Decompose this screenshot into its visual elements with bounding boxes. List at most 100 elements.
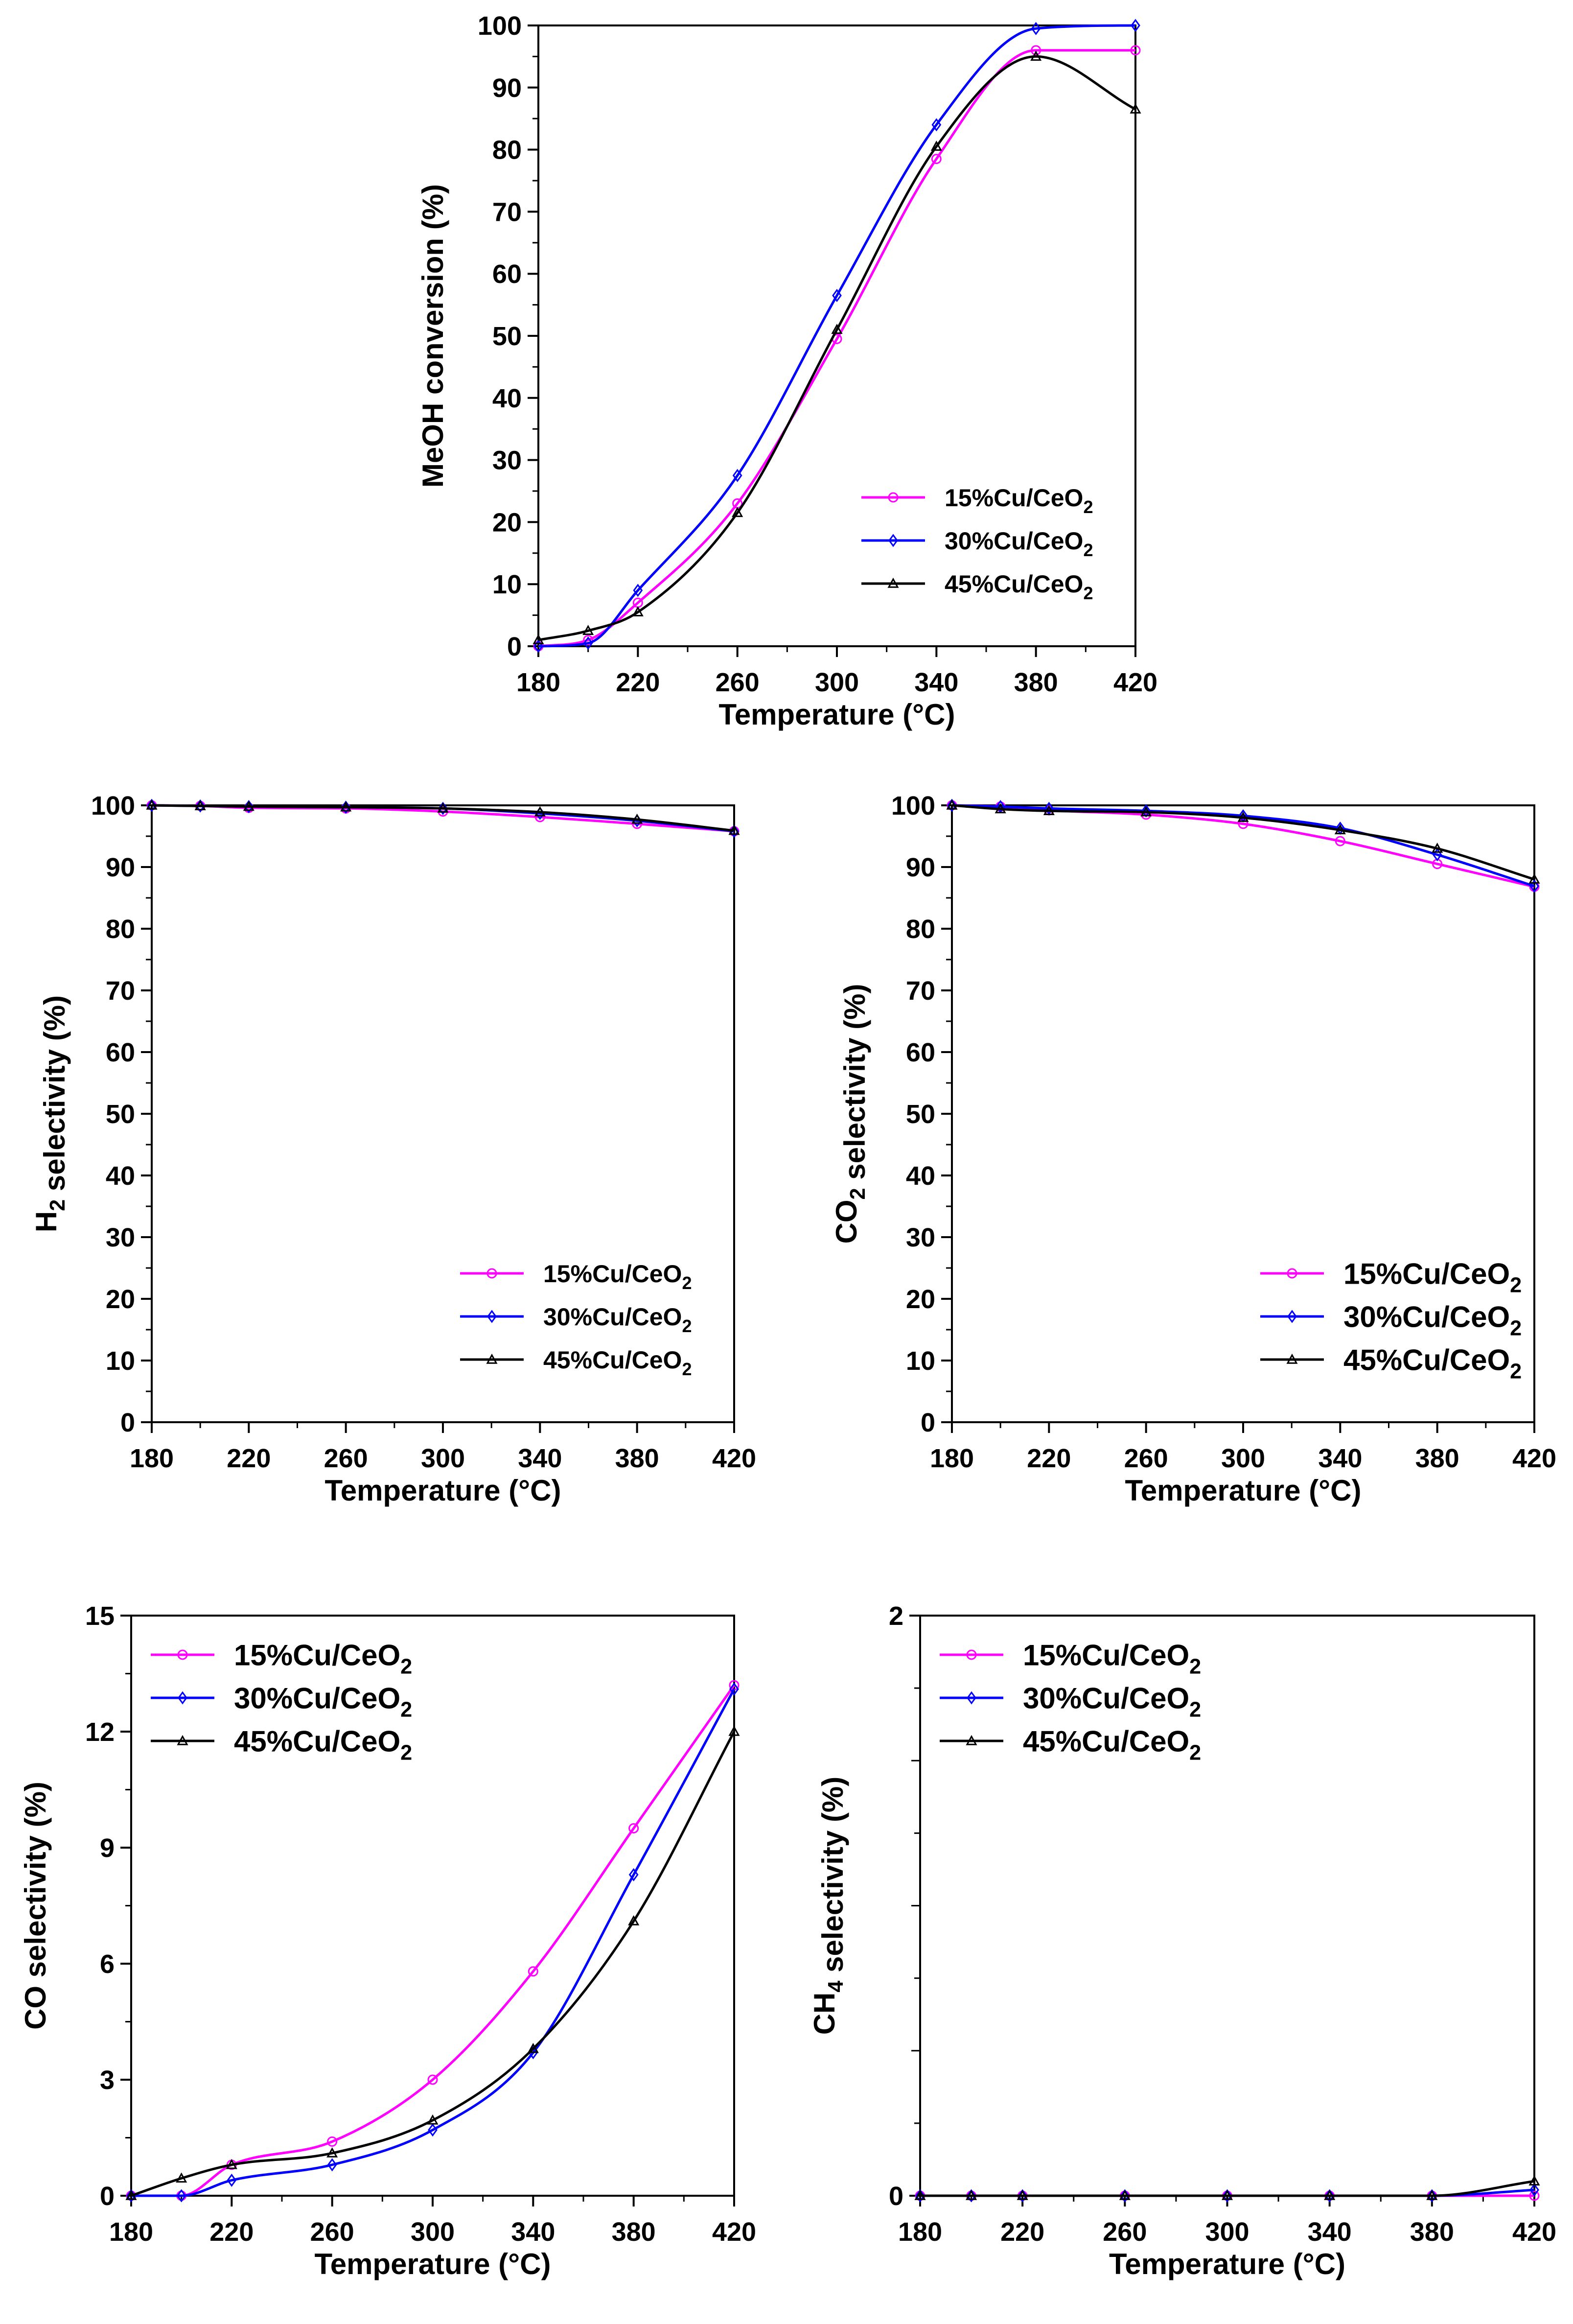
marker-diamond (931, 118, 942, 132)
y-tick-label: 50 (906, 1100, 935, 1129)
marker-triangle (930, 141, 942, 151)
marker-circle (628, 1823, 639, 1833)
marker-circle (1335, 836, 1345, 846)
x-tick-label: 420 (1512, 1444, 1556, 1473)
marker-triangle (831, 324, 843, 334)
series-s45 (146, 799, 740, 835)
series-line (131, 1731, 736, 2197)
y-tick-label: 20 (106, 1285, 135, 1314)
marker-triangle (1119, 2189, 1131, 2200)
x-tick-label: 380 (1410, 2217, 1454, 2247)
x-tick-label: 300 (421, 1444, 465, 1473)
marker-circle (1529, 2190, 1540, 2201)
y-tick-label: 20 (492, 508, 522, 537)
y-tick-label: 30 (906, 1223, 935, 1252)
legend-label: 45%Cu/CeO2 (234, 1725, 412, 1765)
legend-item-s15: 15%Cu/CeO2 (1260, 1258, 1522, 1297)
marker-diamond (1018, 2189, 1028, 2203)
series-s45 (532, 50, 1141, 645)
y-tick-label: 15 (85, 1601, 115, 1631)
marker-circle (486, 1268, 497, 1279)
x-tick-label: 340 (914, 668, 958, 697)
y-tick-label: 80 (906, 915, 935, 944)
marker-circle (888, 492, 899, 503)
series-line (952, 804, 1535, 881)
marker-diamond (176, 2189, 186, 2203)
series-s45 (914, 2175, 1540, 2200)
legend-item-s45: 45%Cu/CeO2 (861, 570, 1093, 603)
marker-diamond (1287, 1310, 1297, 1323)
legend: 15%Cu/CeO2 30%Cu/CeO2 45%Cu/CeO2 (460, 1260, 692, 1379)
marker-diamond (327, 2158, 337, 2172)
y-tick-label: 0 (120, 1408, 135, 1437)
marker-triangle (966, 1735, 977, 1745)
marker-circle (327, 2136, 338, 2147)
marker-triangle (1140, 806, 1152, 817)
chart-co: 180 220 260 300 340 380 420 0 3 6 9 12 15 Temperature… (19, 1601, 756, 2280)
x-tick-label: 260 (716, 668, 760, 697)
series-line (131, 1684, 736, 2197)
y-tick-label: 20 (906, 1285, 935, 1314)
x-tick-label: 340 (1308, 2217, 1352, 2247)
marker-circle (931, 154, 942, 164)
y-axis-label: CO2 selectivity (%) (830, 984, 871, 1244)
legend-label: 15%Cu/CeO2 (945, 484, 1093, 517)
marker-diamond (947, 798, 957, 812)
legend-item-s30: 30%Cu/CeO2 (460, 1303, 692, 1336)
marker-triangle (125, 2189, 137, 2200)
y-tick-label: 10 (106, 1346, 135, 1376)
y-tick-label: 100 (91, 791, 135, 821)
y-tick-label: 12 (85, 1717, 115, 1747)
y-axis-label: MeOH conversion (%) (416, 184, 449, 488)
legend-label: 30%Cu/CeO2 (234, 1682, 412, 1722)
series-line (538, 49, 1135, 648)
marker-circle (583, 634, 594, 645)
marker-triangle (427, 2114, 439, 2125)
marker-circle (1130, 45, 1141, 56)
legend-label: 15%Cu/CeO2 (1023, 1639, 1201, 1679)
legend-item-s45: 45%Cu/CeO2 (151, 1725, 412, 1765)
y-tick-label: 30 (492, 446, 522, 475)
y-tick-label: 0 (921, 1408, 935, 1437)
chart-meoh: 180 220 260 300 340 380 420 0 10 20 30 40 50 60 70 80 90… (416, 11, 1157, 731)
marker-diamond (732, 469, 742, 482)
y-tick-label: 90 (106, 853, 135, 882)
marker-triangle (532, 634, 544, 645)
marker-diamond (1222, 2189, 1232, 2203)
x-tick-label: 420 (1113, 668, 1157, 697)
marker-diamond (1427, 2189, 1437, 2203)
x-tick-label: 340 (511, 2217, 555, 2247)
marker-diamond (967, 1691, 976, 1705)
x-tick-label: 260 (310, 2217, 354, 2247)
y-tick-label: 70 (492, 197, 522, 227)
marker-diamond (633, 584, 643, 597)
marker-triangle (177, 1735, 188, 1745)
marker-diamond (1529, 879, 1539, 893)
legend-item-s30: 30%Cu/CeO2 (940, 1682, 1201, 1721)
legend-label: 45%Cu/CeO2 (1343, 1344, 1522, 1384)
marker-diamond (583, 636, 593, 650)
marker-triangle (534, 806, 546, 817)
marker-triangle (1017, 2189, 1028, 2200)
marker-diamond (966, 2189, 976, 2203)
legend-label: 30%Cu/CeO2 (1343, 1301, 1522, 1340)
x-axis-label: Temperature (°C) (719, 698, 955, 731)
x-tick-label: 300 (411, 2217, 455, 2247)
x-tick-label: 380 (1014, 668, 1058, 697)
legend-item-s45: 45%Cu/CeO2 (460, 1346, 692, 1379)
y-tick-label: 60 (906, 1038, 935, 1067)
y-tick-label: 0 (507, 632, 522, 661)
x-tick-label: 180 (516, 668, 560, 697)
marker-triangle (1221, 2189, 1233, 2200)
x-tick-label: 420 (712, 2217, 756, 2247)
chart-ch4: 180 220 260 300 340 380 420 0 2 Temperature (°C) C… (808, 1601, 1556, 2280)
marker-diamond (1529, 2183, 1539, 2197)
marker-diamond (832, 289, 842, 303)
marker-triangle (887, 577, 899, 588)
x-tick-label: 260 (324, 1444, 368, 1473)
marker-circle (528, 1966, 538, 1977)
x-axis-label: Temperature (°C) (1109, 2248, 1345, 2280)
marker-triangle (728, 1725, 740, 1736)
legend-item-s15: 15%Cu/CeO2 (940, 1639, 1201, 1679)
legend-label: 15%Cu/CeO2 (1343, 1258, 1522, 1297)
